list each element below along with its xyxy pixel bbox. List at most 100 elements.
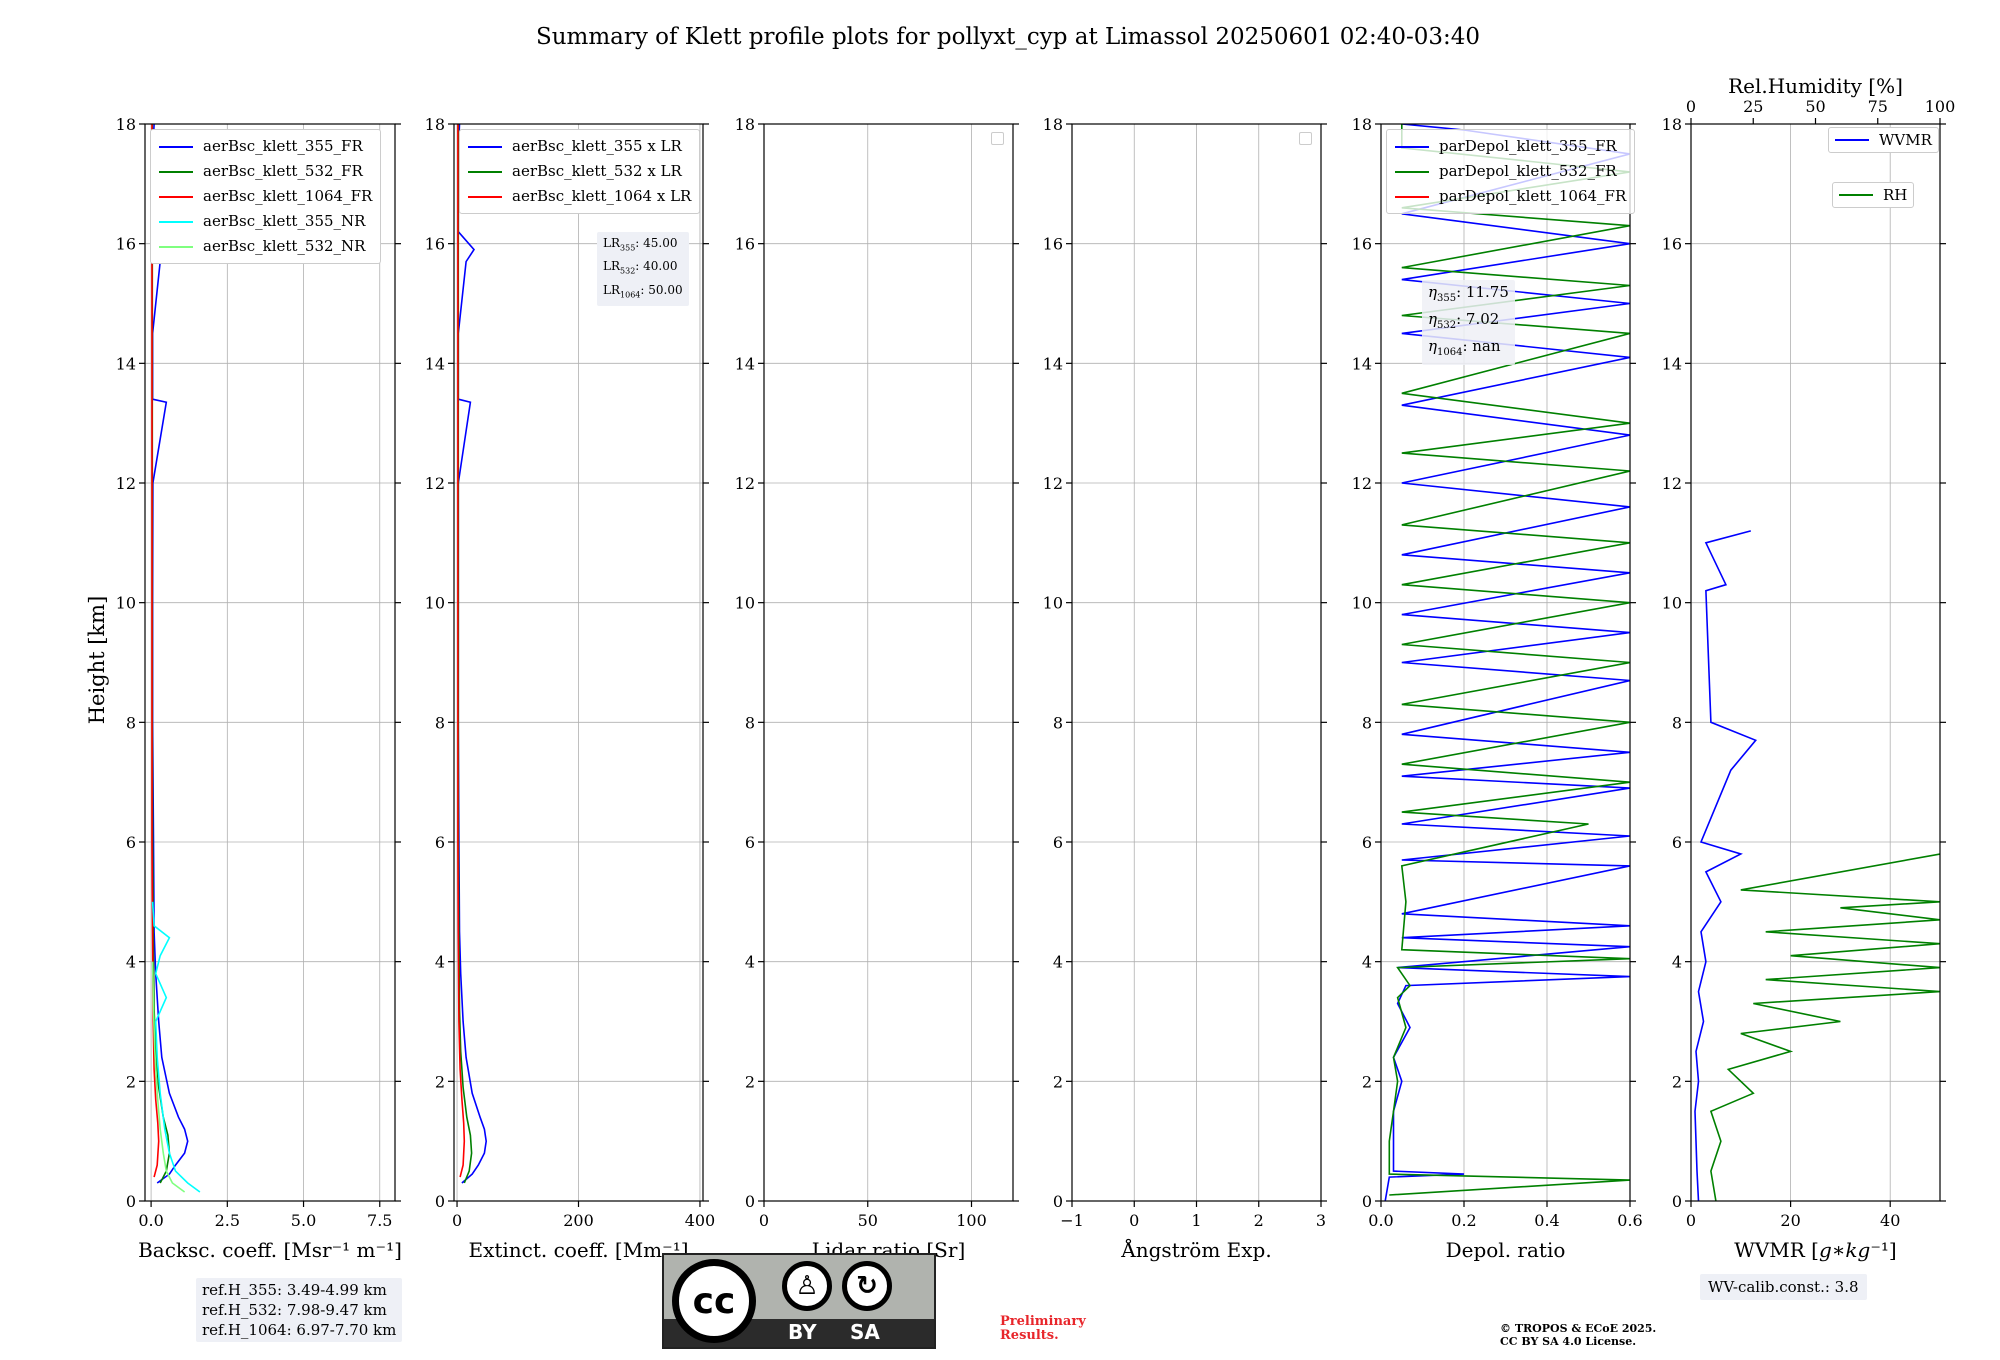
- x-axis-label: Backsc. coeff. [Msr⁻¹ m⁻¹]: [138, 1238, 402, 1262]
- y-tick-label: 12: [425, 474, 445, 493]
- y-tick-label: 10: [1662, 594, 1682, 613]
- y-tick-label: 0: [1053, 1192, 1063, 1211]
- legend-extinction: aerBsc_klett_355 x LR aerBsc_klett_532 x …: [459, 129, 701, 214]
- legend-depol: parDepol_klett_355_FR parDepol_klett_532_…: [1386, 129, 1636, 214]
- y-tick-label: 8: [1672, 713, 1682, 732]
- y-tick-label: 16: [425, 235, 445, 254]
- legend-box-wvmr: WVMR: [1828, 127, 1939, 153]
- legend-swatch: [159, 145, 193, 148]
- y-tick-label: 16: [735, 235, 755, 254]
- x-tick-label: 100: [956, 1211, 987, 1230]
- y-tick-label: 18: [1352, 115, 1372, 134]
- lidar-ratio-1064: LR1064: 50.00: [603, 282, 683, 300]
- legend-swatch: [1839, 194, 1873, 196]
- legend-label: aerBsc_klett_355_FR: [203, 137, 363, 155]
- series-line-aerbsc-klett-355-x-lr: [457, 124, 488, 1184]
- y-tick-label: 16: [1662, 235, 1682, 254]
- legend-label: aerBsc_klett_355_NR: [203, 212, 366, 230]
- y-tick-label: 12: [116, 474, 136, 493]
- legend-entry: aerBsc_klett_532 x LR: [468, 159, 691, 184]
- legend-entry: aerBsc_klett_1064 x LR: [468, 184, 691, 209]
- panel-backscatter: 0 2 4 6 8 10 12 14 16 18 0.0 2.5 5.0 7.5 Backsc. coeff…: [116, 115, 402, 1262]
- x-label-part: ∗: [1832, 1238, 1846, 1262]
- x-axis-label: WVMR [g∗kg⁻¹]: [1734, 1238, 1896, 1262]
- x-label-part: ⁻¹: [1870, 1238, 1889, 1262]
- legend-swatch: [159, 195, 193, 198]
- x-tick-label: 1: [1191, 1211, 1201, 1230]
- y-tick-label: 8: [1053, 713, 1063, 732]
- x-tick-label: 200: [563, 1211, 594, 1230]
- legend-swatch: [1395, 195, 1429, 198]
- legend-swatch: [468, 170, 502, 173]
- y-tick-label: 18: [1662, 115, 1682, 134]
- copyright-line-1: © TROPOS & ECoE 2025.: [1500, 1322, 1657, 1335]
- series-line-aerbsc-klett-355-nr: [151, 901, 201, 1193]
- legend-swatch: [159, 170, 193, 173]
- x-tick-label: 0: [759, 1211, 769, 1230]
- y-tick-label: 4: [1053, 953, 1063, 972]
- legend-label: WVMR: [1879, 131, 1932, 149]
- legend-label: RH: [1883, 186, 1908, 204]
- y-tick-label: 16: [116, 235, 136, 254]
- x-tick-label: 20: [1780, 1211, 1800, 1230]
- y-tick-label: 0: [1672, 1192, 1682, 1211]
- y-tick-label: 18: [425, 115, 445, 134]
- series-line-aerbsc-klett-1064-x-lr: [457, 124, 466, 1178]
- x-tick-label: 5.0: [291, 1211, 316, 1230]
- series-line-aerbsc-klett-532-x-lr: [457, 124, 473, 1184]
- y-tick-label: 2: [126, 1072, 136, 1091]
- series-line-aerbsc-klett-355-fr: [151, 124, 189, 1184]
- x-tick-label: 3: [1316, 1211, 1326, 1230]
- y-tick-label: 4: [1672, 953, 1682, 972]
- y-tick-label: 6: [1053, 833, 1063, 852]
- y-tick-label: 6: [1362, 833, 1372, 852]
- y-tick-label: 14: [1352, 354, 1372, 373]
- cc-license-badge: cc ♙ ↻ BY SA: [662, 1253, 936, 1349]
- lidar-ratio-355: LR355: 45.00: [603, 236, 678, 253]
- legend-entry: aerBsc_klett_355_NR: [159, 209, 372, 234]
- x-tick-label: 0.0: [1368, 1211, 1393, 1230]
- x-tick-label: 40: [1880, 1211, 1900, 1230]
- y-tick-label: 12: [735, 474, 755, 493]
- x-tick-label: 0: [452, 1211, 462, 1230]
- y-tick-label: 6: [1672, 833, 1682, 852]
- series-group: [457, 124, 488, 1184]
- legend-label: parDepol_klett_532_FR: [1439, 162, 1617, 180]
- x2-tick-label: 100: [1925, 97, 1956, 116]
- y-tick-label: 0: [745, 1192, 755, 1211]
- legend-entry: parDepol_klett_532_FR: [1395, 159, 1626, 184]
- legend-backscatter: aerBsc_klett_355_FR aerBsc_klett_532_FR ae…: [150, 129, 382, 264]
- y-tick-label: 4: [1362, 953, 1372, 972]
- reference-height-box: ref.H_355: 3.49-4.99 km ref.H_532: 7.98-…: [196, 1278, 403, 1342]
- y-tick-label: 6: [435, 833, 445, 852]
- preliminary-results-note: Preliminary Results.: [1000, 1315, 1086, 1343]
- x-axis-label: Ångström Exp.: [1120, 1237, 1271, 1262]
- x-label-part: kg: [1845, 1238, 1870, 1262]
- x-tick-label: 0.6: [1617, 1211, 1642, 1230]
- y-tick-label: 14: [735, 354, 755, 373]
- series-line-aerbsc-klett-1064-fr: [151, 124, 160, 1178]
- cc-icon: cc: [672, 1259, 756, 1343]
- share-alike-icon: ↻: [842, 1261, 892, 1311]
- series-line-rh: [1709, 853, 1940, 1201]
- series-group: [151, 124, 201, 1193]
- figure-title: Summary of Klett profile plots for polly…: [536, 24, 1480, 50]
- legend-label: aerBsc_klett_1064 x LR: [512, 187, 692, 205]
- empty-legend-box: [991, 132, 1004, 145]
- x2-tick-label: 50: [1805, 97, 1825, 116]
- y-tick-label: 2: [745, 1072, 755, 1091]
- y-tick-label: 14: [1043, 354, 1063, 373]
- x2-axis-label: Rel.Humidity [%]: [1728, 74, 1903, 98]
- y-tick-label: 14: [1662, 354, 1682, 373]
- y-tick-label: 10: [1352, 594, 1372, 613]
- cc-by-label: BY: [788, 1320, 817, 1344]
- legend-label: aerBsc_klett_1064_FR: [203, 187, 373, 205]
- y-tick-label: 2: [435, 1072, 445, 1091]
- x-tick-label: 0.0: [138, 1211, 163, 1230]
- x-tick-label: 0.4: [1534, 1211, 1559, 1230]
- y-tick-label: 0: [1362, 1192, 1372, 1211]
- x2-tick-label: 25: [1743, 97, 1763, 116]
